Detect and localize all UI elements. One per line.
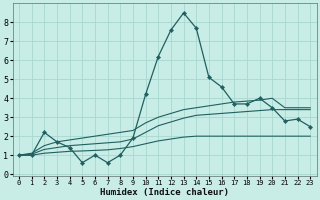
X-axis label: Humidex (Indice chaleur): Humidex (Indice chaleur) (100, 188, 229, 197)
